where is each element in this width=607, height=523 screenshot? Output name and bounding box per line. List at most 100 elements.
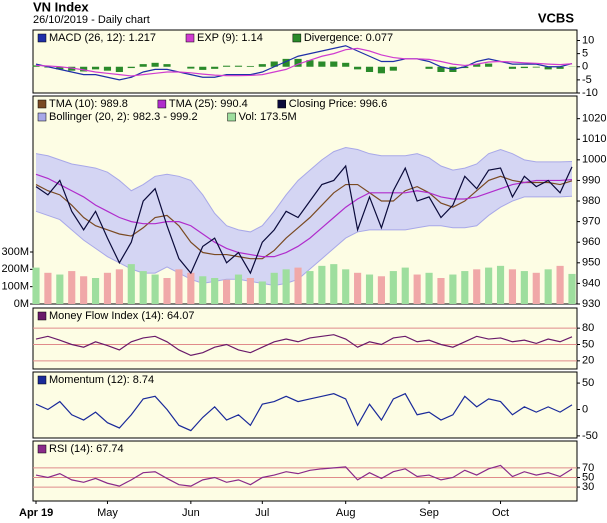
bar bbox=[211, 66, 219, 69]
bar bbox=[56, 274, 64, 304]
y-tick-label: 990 bbox=[582, 174, 600, 186]
bar bbox=[91, 66, 100, 70]
bar bbox=[56, 66, 64, 70]
y-tick-label: 50 bbox=[582, 338, 594, 350]
bar bbox=[508, 269, 517, 304]
legend-label: Vol: 173.5M bbox=[239, 111, 297, 123]
bar bbox=[199, 276, 207, 304]
bar bbox=[377, 276, 385, 304]
bar bbox=[544, 269, 552, 304]
bar bbox=[103, 272, 112, 304]
y-tick-label: 10 bbox=[582, 34, 594, 46]
bar bbox=[425, 272, 433, 304]
bar bbox=[270, 61, 278, 67]
bar bbox=[461, 271, 469, 304]
bar bbox=[151, 62, 159, 67]
bar bbox=[556, 265, 564, 304]
legend-label: Divergence: 0.077 bbox=[304, 32, 393, 44]
y-tick-label: 930 bbox=[582, 298, 600, 310]
bar bbox=[568, 273, 576, 304]
legend-label: MACD (26, 12): 1.217 bbox=[49, 32, 156, 44]
bar bbox=[294, 267, 302, 304]
bar bbox=[425, 66, 433, 69]
bar bbox=[318, 61, 326, 67]
bar bbox=[80, 276, 88, 304]
bar bbox=[342, 269, 350, 304]
y-tick-label: 1020 bbox=[582, 113, 606, 125]
legend-label: TMA (25): 990.4 bbox=[169, 98, 248, 110]
y-tick-label: 1000 bbox=[582, 154, 606, 166]
bar bbox=[496, 265, 505, 304]
y-tick-label: 50 bbox=[582, 377, 594, 389]
bar bbox=[544, 66, 552, 70]
legend-swatch bbox=[277, 99, 286, 109]
bar bbox=[175, 269, 183, 304]
bar bbox=[520, 271, 528, 304]
y-tick-label: 970 bbox=[582, 216, 600, 228]
x-tick-label: Jun bbox=[182, 507, 200, 519]
bar bbox=[151, 274, 159, 304]
legend-swatch bbox=[157, 99, 167, 109]
x-tick-label: Oct bbox=[492, 507, 509, 519]
bar bbox=[115, 269, 123, 304]
bar bbox=[377, 66, 385, 74]
bar bbox=[91, 278, 100, 304]
legend-swatch bbox=[185, 33, 195, 43]
legend-swatch bbox=[37, 33, 47, 43]
bar bbox=[318, 265, 326, 304]
legend-swatch bbox=[37, 444, 47, 454]
x-tick-label: Aug bbox=[336, 507, 356, 519]
y-tick-label: 1010 bbox=[582, 133, 606, 145]
y-tick-label: 80 bbox=[582, 322, 594, 334]
panel bbox=[32, 371, 578, 439]
bar bbox=[163, 278, 171, 304]
bar bbox=[473, 64, 481, 67]
bar bbox=[270, 272, 278, 304]
bar bbox=[44, 272, 52, 304]
panel bbox=[32, 440, 578, 502]
bar bbox=[139, 271, 147, 304]
bar bbox=[508, 66, 517, 69]
bar bbox=[282, 58, 290, 67]
bar bbox=[187, 66, 195, 69]
bar bbox=[223, 279, 231, 304]
bar bbox=[199, 66, 207, 70]
y-tick-label: 950 bbox=[582, 257, 600, 269]
bar bbox=[68, 271, 76, 304]
bar bbox=[532, 66, 540, 68]
bar bbox=[103, 66, 112, 71]
bar bbox=[532, 272, 540, 304]
legend-label: Bollinger (20, 2): 982.3 - 999.2 bbox=[49, 111, 198, 123]
y-tick-label: 50 bbox=[582, 471, 594, 483]
bar bbox=[449, 274, 457, 304]
bar bbox=[211, 278, 219, 304]
bar bbox=[306, 60, 314, 67]
line bbox=[35, 47, 573, 77]
bar bbox=[485, 63, 493, 67]
legend-swatch bbox=[37, 112, 47, 122]
y-tick-label: -5 bbox=[582, 74, 592, 86]
bar bbox=[258, 281, 266, 304]
legend-label: RSI (14): 67.74 bbox=[49, 443, 124, 455]
bar bbox=[32, 267, 40, 304]
y-tick-label: -10 bbox=[582, 87, 598, 99]
x-tick-label: Apr 19 bbox=[19, 507, 53, 519]
x-tick-label: May bbox=[97, 507, 118, 519]
y-tick-label: 980 bbox=[582, 195, 600, 207]
y-tick-label: 20 bbox=[582, 355, 594, 367]
bar bbox=[485, 267, 493, 304]
bar bbox=[294, 58, 302, 67]
bar bbox=[139, 64, 147, 67]
bar bbox=[437, 66, 445, 72]
bar bbox=[354, 272, 362, 304]
y2-tick-label: 300M bbox=[1, 246, 29, 258]
bar bbox=[342, 62, 350, 67]
bar bbox=[365, 66, 374, 72]
bar bbox=[234, 274, 243, 304]
bollinger-edge bbox=[35, 146, 573, 233]
bar bbox=[80, 66, 88, 72]
bar bbox=[115, 66, 123, 72]
line bbox=[35, 334, 573, 357]
y2-tick-label: 0M bbox=[14, 298, 29, 310]
